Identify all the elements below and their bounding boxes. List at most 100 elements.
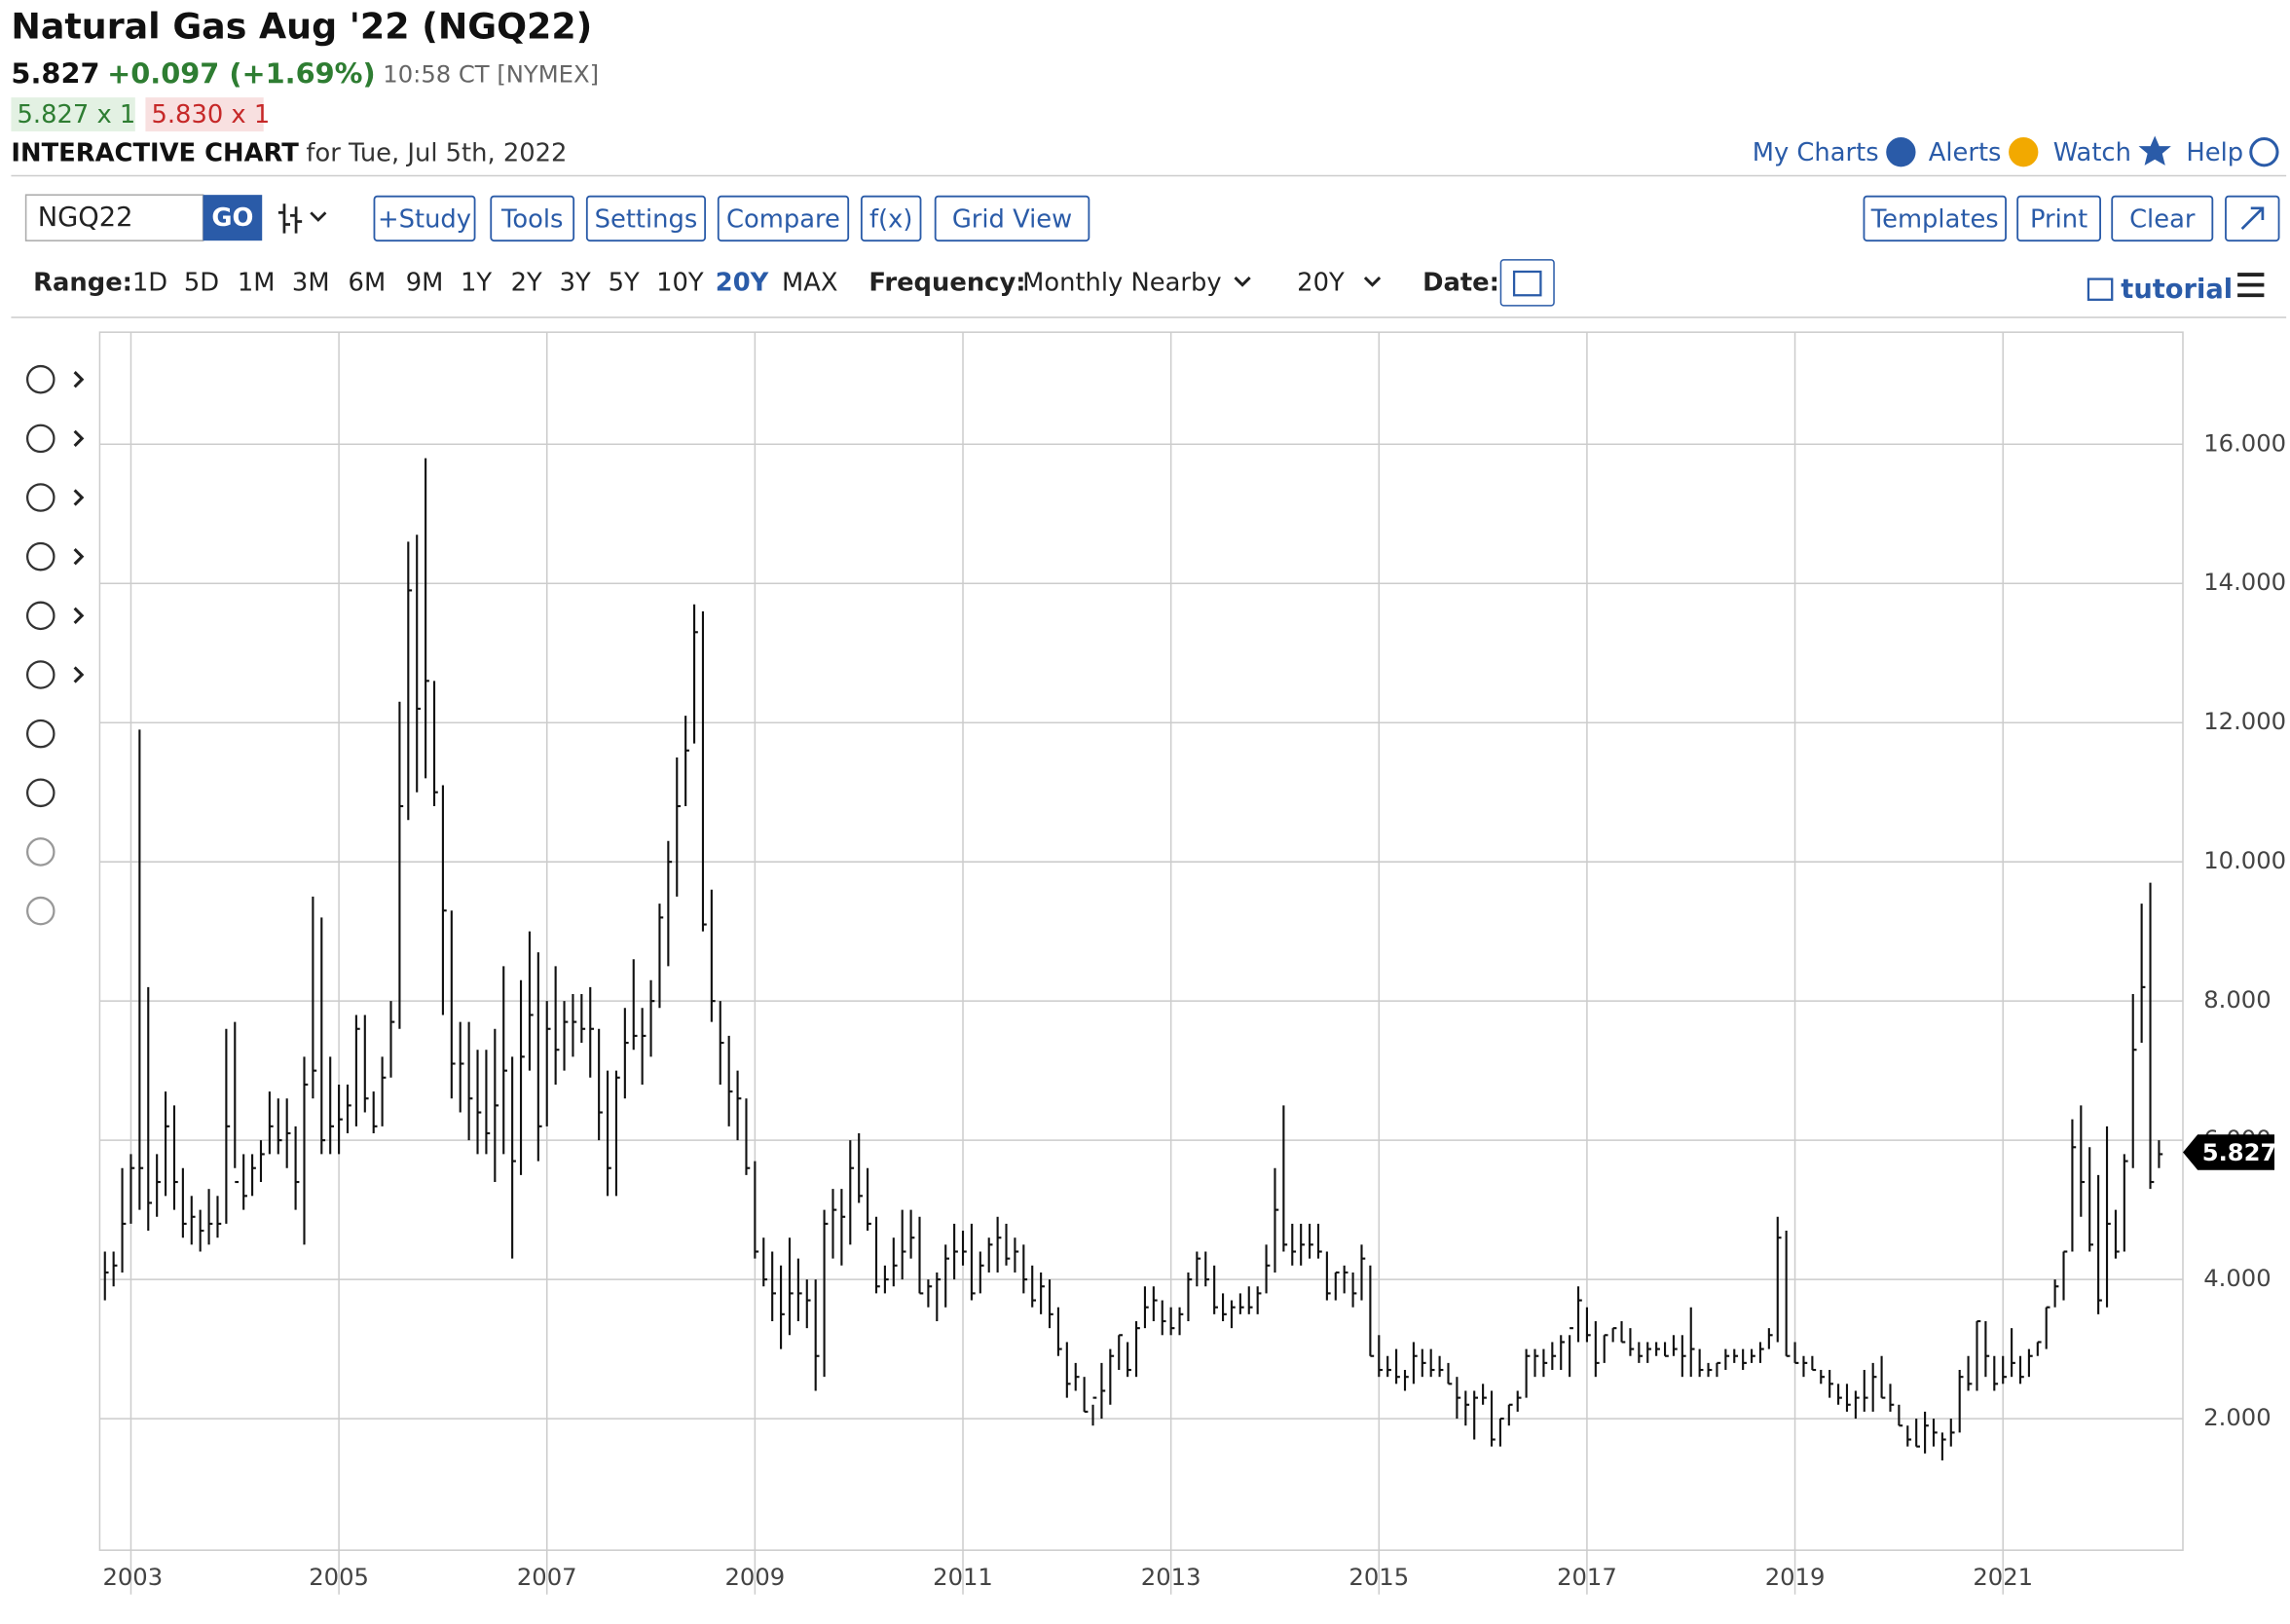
tool-button-box[interactable] bbox=[585, 195, 707, 242]
tool-button-box[interactable] bbox=[373, 195, 476, 242]
menu-icon[interactable] bbox=[2237, 273, 2265, 298]
range-option[interactable]: 5D bbox=[184, 269, 219, 298]
tool-chevron[interactable] bbox=[73, 548, 85, 566]
tool-button[interactable]: Settings bbox=[595, 204, 698, 234]
tool-button[interactable]: Compare bbox=[726, 204, 840, 234]
y-tick-label: 2.000 bbox=[2203, 1403, 2271, 1431]
tool-button[interactable]: Tools bbox=[500, 204, 563, 234]
header-link[interactable]: Alerts bbox=[1929, 138, 2002, 167]
go[interactable]: GO bbox=[211, 203, 253, 233]
drawing-tool[interactable] bbox=[25, 778, 55, 808]
x-tick-label: 2011 bbox=[933, 1563, 993, 1591]
date-button[interactable] bbox=[1499, 259, 1555, 307]
x-tick-label: 2007 bbox=[517, 1563, 577, 1591]
star-icon[interactable] bbox=[2138, 135, 2171, 166]
link-icon[interactable] bbox=[2009, 137, 2039, 167]
ask: 5.830 x 1 bbox=[151, 100, 270, 129]
plot-frame bbox=[98, 331, 2184, 1551]
range-label: Range: bbox=[33, 269, 132, 298]
tool-button-box[interactable] bbox=[934, 195, 1090, 242]
y-tick-label: 10.000 bbox=[2203, 846, 2286, 874]
y-tick-label: 8.000 bbox=[2203, 985, 2271, 1014]
chevron bbox=[1363, 277, 1382, 287]
y-tick-label: 16.000 bbox=[2203, 428, 2286, 457]
right-button[interactable]: Clear bbox=[2129, 204, 2196, 234]
drawing-tool[interactable] bbox=[25, 601, 55, 631]
x-tick-label: 2021 bbox=[1973, 1563, 2033, 1591]
range-option[interactable]: 6M bbox=[349, 269, 387, 298]
symbol-input[interactable] bbox=[24, 194, 204, 241]
drawing-tool[interactable] bbox=[25, 896, 55, 926]
drawing-tool[interactable] bbox=[25, 837, 55, 867]
right-button-box[interactable] bbox=[2016, 195, 2101, 242]
range-option[interactable]: 1M bbox=[238, 269, 276, 298]
range-option[interactable]: 2Y bbox=[511, 269, 542, 298]
header-link[interactable]: Help bbox=[2186, 138, 2243, 167]
right-button-box[interactable] bbox=[1863, 195, 2007, 242]
drawing-tool[interactable] bbox=[25, 719, 55, 749]
tool-button-box[interactable] bbox=[717, 195, 850, 242]
right-button-box[interactable] bbox=[2111, 195, 2214, 242]
last-price-label: 5.827 bbox=[2202, 1138, 2277, 1166]
quote-last: 5.827 bbox=[11, 56, 99, 90]
range-option[interactable]: 5Y bbox=[609, 269, 640, 298]
date: for Tue, Jul 5th, 2022 bbox=[306, 138, 567, 167]
range-option[interactable]: 1D bbox=[132, 269, 167, 298]
link-icon[interactable] bbox=[1886, 137, 1916, 167]
drawing-tool[interactable] bbox=[25, 424, 55, 454]
expand-icon[interactable] bbox=[2240, 206, 2265, 231]
header-link[interactable]: Watch bbox=[2053, 138, 2131, 167]
x-tick-label: 2015 bbox=[1348, 1563, 1409, 1591]
link-icon[interactable] bbox=[2249, 137, 2279, 167]
x-tick-label: 2017 bbox=[1557, 1563, 1617, 1591]
drawing-tool[interactable] bbox=[25, 483, 55, 512]
right-button[interactable]: Templates bbox=[1870, 204, 1999, 234]
drawing-tool[interactable] bbox=[25, 660, 55, 689]
frequency-label: Frequency: bbox=[868, 269, 1025, 298]
range-option[interactable]: 20Y bbox=[716, 269, 769, 298]
tool-button-box[interactable] bbox=[860, 195, 922, 242]
calendar-icon bbox=[1512, 270, 1542, 297]
last-price-flag bbox=[2183, 1134, 2275, 1170]
symbol[interactable]: NGQ22 bbox=[38, 203, 133, 233]
tutorial[interactable]: tutorial bbox=[2121, 275, 2233, 305]
range-option[interactable]: 3M bbox=[292, 269, 330, 298]
x-tick-label: 2009 bbox=[725, 1563, 786, 1591]
y-tick-label: 4.000 bbox=[2203, 1264, 2271, 1292]
tool-chevron[interactable] bbox=[73, 371, 85, 388]
range-option[interactable]: 3Y bbox=[560, 269, 591, 298]
drawing-tool[interactable] bbox=[25, 541, 55, 572]
tool-chevron[interactable] bbox=[73, 607, 85, 624]
right-button[interactable]: Print bbox=[2030, 204, 2087, 234]
header-link[interactable]: My Charts bbox=[1753, 138, 1879, 167]
film-icon[interactable] bbox=[2087, 277, 2114, 301]
tool-chevron[interactable] bbox=[73, 429, 85, 448]
range-option[interactable]: 10Y bbox=[656, 269, 704, 298]
x-tick-label: 2019 bbox=[1765, 1563, 1826, 1591]
go-button[interactable] bbox=[203, 195, 263, 241]
drawing-tool[interactable] bbox=[25, 364, 55, 394]
range-option[interactable]: 9M bbox=[406, 269, 444, 298]
range-option[interactable]: 1Y bbox=[461, 269, 492, 298]
bar-type-icon[interactable] bbox=[277, 203, 327, 234]
title: Natural Gas Aug '22 (NGQ22) bbox=[11, 5, 592, 47]
tool-button[interactable]: Grid View bbox=[952, 204, 1072, 234]
range-option[interactable]: MAX bbox=[782, 269, 838, 298]
frequency[interactable]: Monthly Nearby bbox=[1022, 269, 1221, 298]
quote-change: +0.097 (+1.69%) bbox=[107, 56, 376, 90]
y-tick-label: 12.000 bbox=[2203, 707, 2286, 735]
tool-button-box[interactable] bbox=[490, 195, 575, 242]
quote-time: 10:58 CT [NYMEX] bbox=[383, 59, 599, 88]
chart-label: INTERACTIVE CHART bbox=[11, 138, 299, 167]
x-tick-label: 2013 bbox=[1141, 1563, 1201, 1591]
tool-button[interactable]: f(x) bbox=[869, 204, 912, 234]
tool-chevron[interactable] bbox=[73, 489, 85, 506]
date-label: Date: bbox=[1422, 269, 1499, 298]
ask-box bbox=[145, 97, 264, 131]
period[interactable]: 20Y bbox=[1297, 269, 1345, 298]
chart-label: INTERACTIVE CHART for Tue, Jul 5th, 2022 bbox=[11, 138, 567, 167]
bid-box bbox=[11, 97, 135, 131]
tool-button[interactable]: +Study bbox=[378, 204, 471, 234]
x-tick-label: 2003 bbox=[102, 1563, 163, 1591]
tool-chevron[interactable] bbox=[73, 666, 85, 683]
